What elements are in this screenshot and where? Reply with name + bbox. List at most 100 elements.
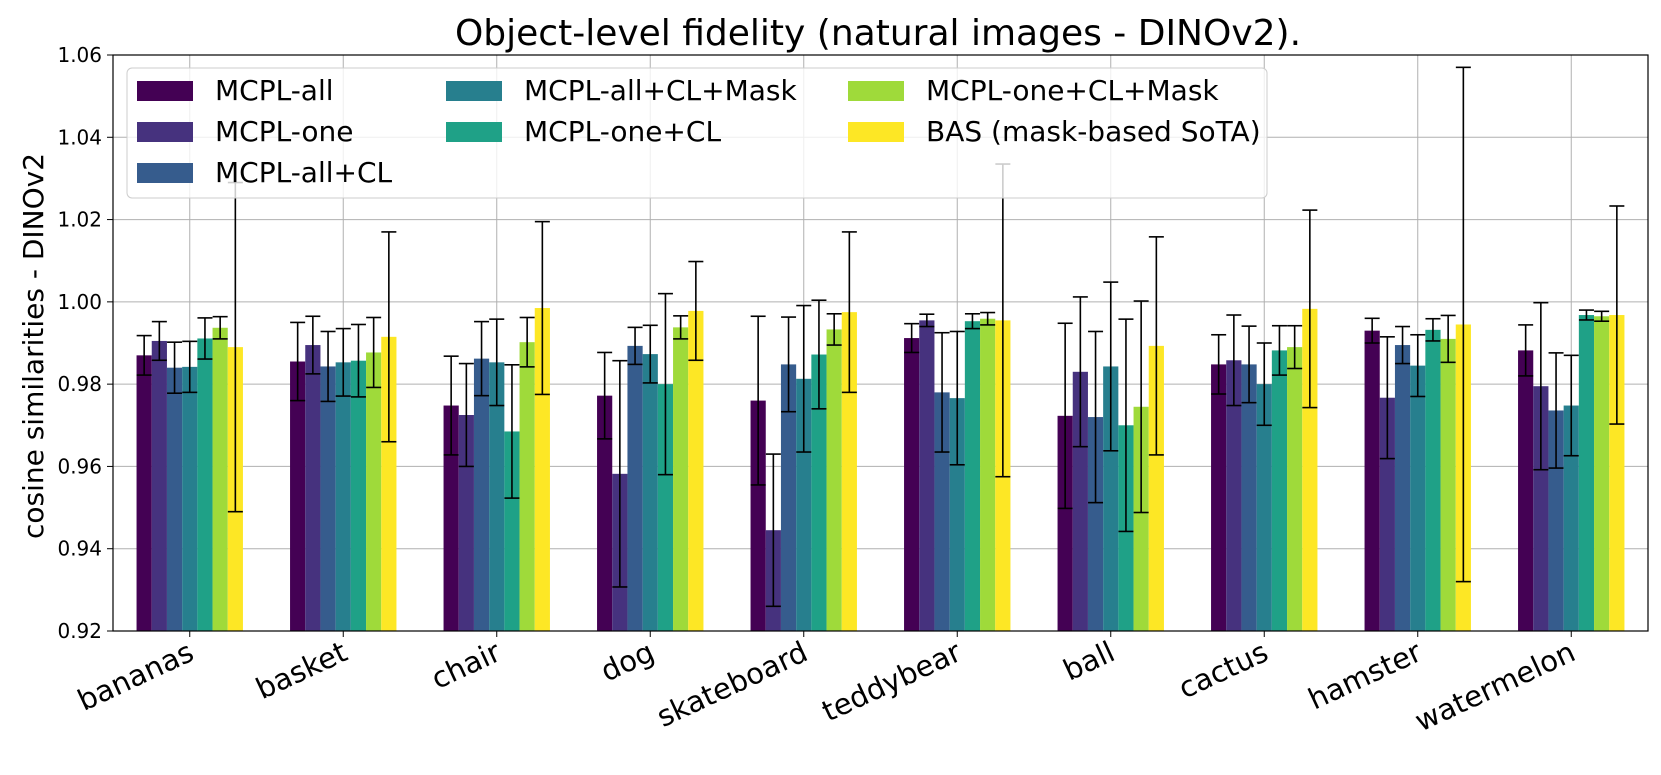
bar: [504, 431, 520, 631]
bar: [1226, 360, 1242, 631]
legend-label: MCPL-all: [215, 74, 334, 107]
bar: [657, 384, 674, 631]
bar: [1410, 365, 1426, 631]
bar: [811, 354, 827, 631]
legend-swatch: [446, 81, 502, 101]
bar: [1425, 329, 1441, 631]
bar: [796, 378, 812, 631]
bar: [826, 329, 842, 631]
bar: [1271, 350, 1288, 631]
legend-swatch: [137, 163, 193, 183]
y-tick-label: 0.96: [57, 454, 102, 478]
bar: [627, 345, 643, 631]
bar: [1103, 366, 1119, 631]
bar: [750, 400, 766, 631]
bar: [1241, 364, 1257, 631]
bar: [151, 340, 167, 631]
legend-label: MCPL-one+CL+Mask: [926, 74, 1219, 107]
bar: [980, 318, 996, 631]
bar: [964, 321, 981, 631]
x-tick-label: basket: [251, 635, 353, 706]
x-tick-label: skateboard: [651, 635, 812, 734]
legend-swatch: [848, 122, 904, 142]
bar: [1440, 338, 1456, 631]
bar: [642, 354, 658, 631]
legend-swatch: [137, 81, 193, 101]
chart-title: Object-level fidelity (natural images - …: [455, 13, 1301, 54]
bar: [1609, 315, 1625, 631]
x-tick-label: dog: [595, 635, 659, 689]
bar: [519, 342, 535, 631]
bar: [1256, 384, 1272, 631]
x-tick-label: teddybear: [817, 634, 967, 728]
bar: [1594, 316, 1610, 631]
x-tick-label: bananas: [72, 635, 198, 718]
legend-label: MCPL-one: [215, 115, 353, 148]
x-tick-label: hamster: [1303, 635, 1427, 717]
bar: [1563, 405, 1579, 631]
y-tick-label: 0.94: [57, 537, 102, 561]
x-tick-label: cactus: [1173, 635, 1273, 706]
legend-label: MCPL-one+CL: [524, 115, 721, 148]
bar: [919, 320, 935, 631]
bar: [904, 338, 920, 631]
bar: [949, 398, 965, 631]
legend-swatch: [848, 81, 904, 101]
bar: [489, 362, 505, 631]
bar: [1211, 364, 1227, 631]
bar: [290, 361, 306, 631]
bar: [335, 362, 351, 631]
bar: [366, 352, 382, 631]
bar: [473, 358, 490, 631]
legend-label: BAS (mask-based SoTA): [926, 115, 1261, 148]
plot-frame: [112, 54, 1649, 632]
bar: [1548, 410, 1564, 631]
bar: [673, 327, 689, 631]
bar: [166, 367, 183, 631]
bar: [1148, 345, 1164, 631]
bar: [1518, 350, 1534, 631]
bars: [136, 308, 1625, 631]
y-tick-label: 0.92: [57, 619, 102, 643]
bar: [1394, 345, 1411, 631]
bar: [1364, 330, 1380, 631]
bar: [1057, 415, 1073, 631]
bar: [1533, 386, 1549, 631]
legend-label: MCPL-all+CL: [215, 156, 393, 189]
bar: [182, 366, 198, 631]
bar: [1379, 397, 1395, 631]
bar: [305, 345, 321, 631]
bar: [197, 338, 213, 631]
legend: MCPL-all MCPL-one MCPL-all+CL MCPL-all+CL+M…: [126, 67, 1268, 199]
bar: [443, 405, 459, 631]
bar: [688, 310, 704, 631]
y-tick-label: 1.06: [57, 43, 102, 67]
y-axis-ticks: 0.92 0.94 0.96 0.98 1.00 1.02 1.04 1.06: [57, 43, 113, 643]
bar: [212, 327, 228, 631]
bar: [1578, 315, 1595, 631]
x-tick-label: watermelon: [1410, 635, 1581, 739]
bar: [136, 355, 152, 631]
bar: [780, 364, 797, 631]
error-bars: [136, 66, 1625, 608]
y-tick-label: 1.04: [57, 125, 102, 149]
bar: [534, 308, 550, 631]
bar: [597, 395, 613, 631]
legend-label: MCPL-all+CL+Mask: [524, 74, 797, 107]
y-tick-label: 0.98: [57, 372, 102, 396]
legend-box: [126, 67, 1268, 199]
bar: [350, 360, 367, 631]
bar: [1287, 347, 1303, 631]
bar: [1087, 417, 1104, 631]
legend-swatch: [446, 122, 502, 142]
x-tick-label: chair: [426, 634, 506, 695]
legend-swatch: [137, 122, 193, 142]
y-axis-label: cosine similarities - DINOv2: [17, 153, 50, 539]
bar: [1072, 371, 1088, 631]
bar: [1133, 406, 1149, 631]
bar: [381, 336, 397, 631]
y-tick-label: 1.02: [57, 208, 102, 232]
x-tick-label: ball: [1058, 635, 1120, 688]
